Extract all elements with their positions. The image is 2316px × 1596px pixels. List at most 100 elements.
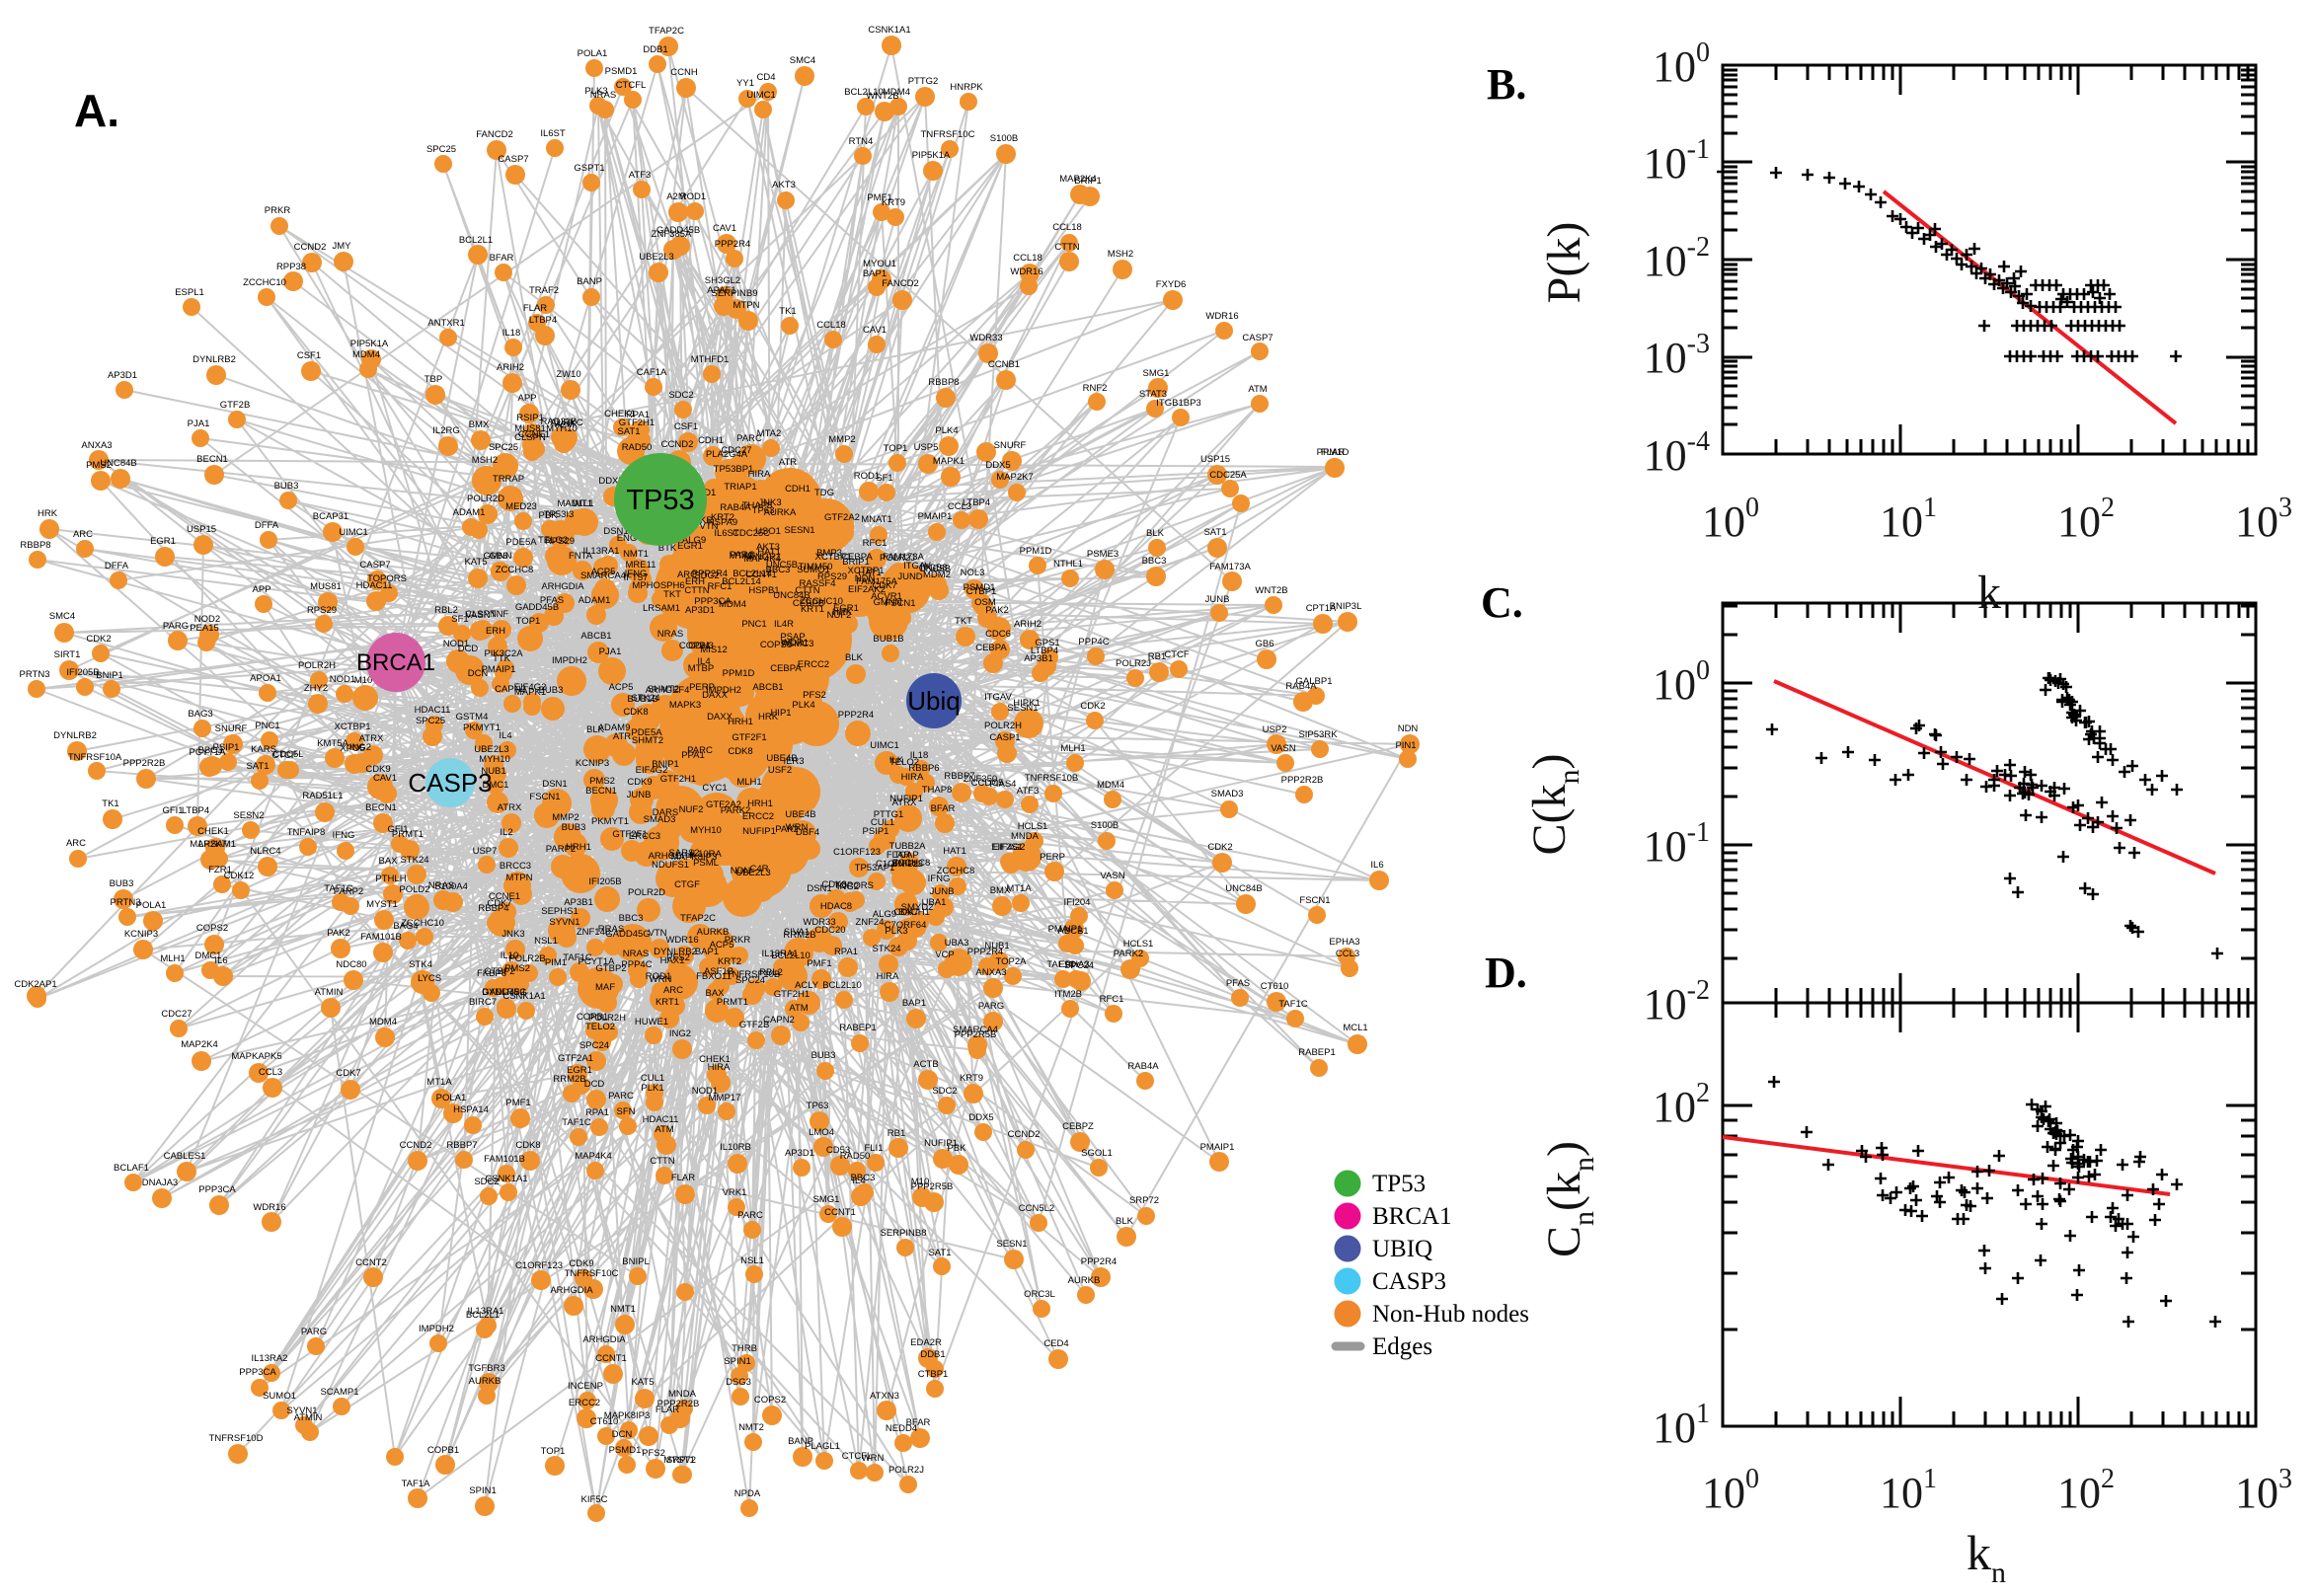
svg-text:CTBP1: CTBP1 (966, 586, 997, 597)
svg-text:TP63: TP63 (807, 1101, 829, 1111)
svg-text:NEDD4: NEDD4 (886, 1423, 917, 1434)
svg-text:PARG: PARG (163, 621, 189, 632)
svg-text:MTA2: MTA2 (730, 551, 754, 562)
svg-text:WDR16: WDR16 (1205, 311, 1238, 322)
svg-text:MNAT1: MNAT1 (861, 514, 892, 525)
svg-text:ABCB1: ABCB1 (752, 682, 783, 693)
svg-text:STK4: STK4 (409, 959, 432, 970)
svg-text:ATMIN: ATMIN (315, 987, 344, 998)
svg-text:CSNK1A1: CSNK1A1 (502, 991, 545, 1002)
svg-text:ATXN3: ATXN3 (870, 1391, 899, 1402)
svg-text:IL13RA1: IL13RA1 (468, 1306, 504, 1317)
svg-text:BMP3: BMP3 (816, 548, 842, 559)
svg-text:ATF3: ATF3 (1017, 786, 1040, 797)
svg-text:PMAIP1: PMAIP1 (1200, 1142, 1235, 1153)
svg-text:CASP3: CASP3 (408, 768, 492, 798)
svg-text:HDAC8: HDAC8 (820, 901, 852, 912)
svg-text:ORC3L: ORC3L (1024, 1289, 1055, 1300)
svg-text:SHMT2: SHMT2 (632, 735, 663, 746)
svg-text:SF1: SF1 (876, 473, 892, 484)
svg-text:ERCC3: ERCC3 (629, 831, 660, 842)
svg-text:VTN: VTN (700, 521, 719, 532)
svg-text:SYVN1: SYVN1 (549, 917, 579, 928)
svg-text:MRE11: MRE11 (626, 560, 656, 570)
svg-text:ING2: ING2 (349, 742, 371, 753)
svg-text:MAP2K7: MAP2K7 (190, 839, 227, 850)
svg-text:PPP2R5B: PPP2R5B (955, 1029, 997, 1040)
svg-text:IFT57: IFT57 (624, 572, 649, 583)
svg-text:PTTG1: PTTG1 (874, 809, 904, 820)
svg-text:CDC5L: CDC5L (272, 749, 303, 760)
svg-text:ARHGDIA: ARHGDIA (582, 1334, 626, 1345)
svg-text:SPIN1: SPIN1 (469, 1485, 496, 1496)
svg-text:COPB1: COPB1 (577, 1012, 608, 1023)
svg-text:CEBPA: CEBPA (770, 663, 802, 674)
svg-text:STK24: STK24 (400, 855, 428, 866)
svg-text:PNC1: PNC1 (255, 721, 279, 731)
svg-text:PFS2: PFS2 (803, 690, 826, 701)
svg-text:DSN1: DSN1 (603, 526, 628, 537)
svg-text:SDC2: SDC2 (668, 390, 693, 401)
svg-text:DBF4: DBF4 (796, 827, 819, 838)
svg-text:DCD: DCD (584, 1079, 605, 1090)
svg-text:BCL2L1: BCL2L1 (459, 235, 493, 246)
svg-text:LTBP4: LTBP4 (963, 497, 990, 508)
svg-text:VTN: VTN (649, 928, 667, 939)
svg-text:COPB1: COPB1 (679, 641, 711, 651)
svg-text:NOD1: NOD1 (692, 1086, 718, 1097)
svg-text:GTF2B: GTF2B (739, 1020, 770, 1030)
svg-text:IFNG: IFNG (928, 874, 951, 884)
svg-text:PFS2: PFS2 (642, 1448, 665, 1459)
svg-text:MT1A: MT1A (1006, 883, 1032, 894)
svg-text:BAP1: BAP1 (863, 268, 887, 279)
svg-text:CCL18: CCL18 (1013, 253, 1042, 264)
svg-text:EGR1: EGR1 (567, 1065, 592, 1076)
svg-text:IL4: IL4 (697, 656, 710, 667)
svg-text:HIRA: HIRA (901, 772, 924, 783)
svg-text:SMARCA4: SMARCA4 (580, 570, 626, 581)
svg-text:UBIQ: UBIQ (1372, 1236, 1432, 1262)
svg-text:UBE4B: UBE4B (766, 753, 797, 764)
svg-text:RAD50: RAD50 (622, 442, 653, 453)
svg-text:FSCN1: FSCN1 (529, 792, 560, 802)
svg-text:TAF1C: TAF1C (1046, 959, 1076, 970)
svg-text:TNF: TNF (491, 609, 509, 620)
svg-text:CABLES1: CABLES1 (164, 1151, 206, 1162)
svg-text:BLK: BLK (586, 724, 605, 735)
svg-text:PMS2: PMS2 (589, 776, 615, 787)
svg-text:MIS12: MIS12 (700, 645, 727, 655)
svg-text:BUB3: BUB3 (539, 685, 564, 696)
svg-text:YY1: YY1 (736, 78, 754, 89)
svg-text:ERH: ERH (486, 626, 505, 637)
svg-text:MMP17: MMP17 (709, 1093, 741, 1103)
svg-text:MAPK8IP3: MAPK8IP3 (671, 852, 717, 863)
svg-text:ZCCHC10: ZCCHC10 (401, 918, 444, 929)
svg-text:MTPN: MTPN (506, 873, 533, 883)
svg-text:SDC2: SDC2 (932, 1086, 957, 1097)
svg-text:ACP5: ACP5 (591, 567, 616, 577)
svg-text:UBE2L3: UBE2L3 (474, 744, 508, 755)
svg-text:FAM173A: FAM173A (1209, 562, 1251, 572)
svg-text:VRK1: VRK1 (723, 1187, 747, 1198)
svg-text:RABEP1: RABEP1 (1298, 1047, 1336, 1058)
svg-text:PRKR: PRKR (725, 935, 751, 946)
svg-text:ZNF24: ZNF24 (855, 917, 884, 928)
svg-text:GFI1: GFI1 (162, 805, 183, 816)
svg-text:USO1: USO1 (755, 526, 781, 537)
svg-text:POLR2J: POLR2J (888, 1465, 924, 1476)
svg-text:TP53AP1: TP53AP1 (855, 863, 895, 874)
svg-text:IMPDH2: IMPDH2 (706, 685, 741, 696)
svg-text:Ubiq: Ubiq (907, 686, 960, 716)
svg-text:AP3D1: AP3D1 (685, 605, 715, 616)
svg-text:PMAIP1: PMAIP1 (918, 511, 953, 522)
svg-text:PARG: PARG (730, 550, 755, 561)
svg-text:EIF2S1: EIF2S1 (991, 842, 1023, 853)
svg-text:PCYT1A: PCYT1A (579, 956, 616, 967)
svg-text:IMPDH2: IMPDH2 (552, 655, 587, 666)
svg-text:PSMD1: PSMD1 (964, 582, 996, 593)
svg-text:PLK3: PLK3 (584, 86, 607, 97)
svg-text:PCYT1A: PCYT1A (190, 747, 227, 758)
svg-text:MTHFD1: MTHFD1 (691, 354, 730, 365)
svg-text:EGR1: EGR1 (677, 541, 703, 552)
svg-text:PIAS4: PIAS4 (990, 779, 1017, 790)
